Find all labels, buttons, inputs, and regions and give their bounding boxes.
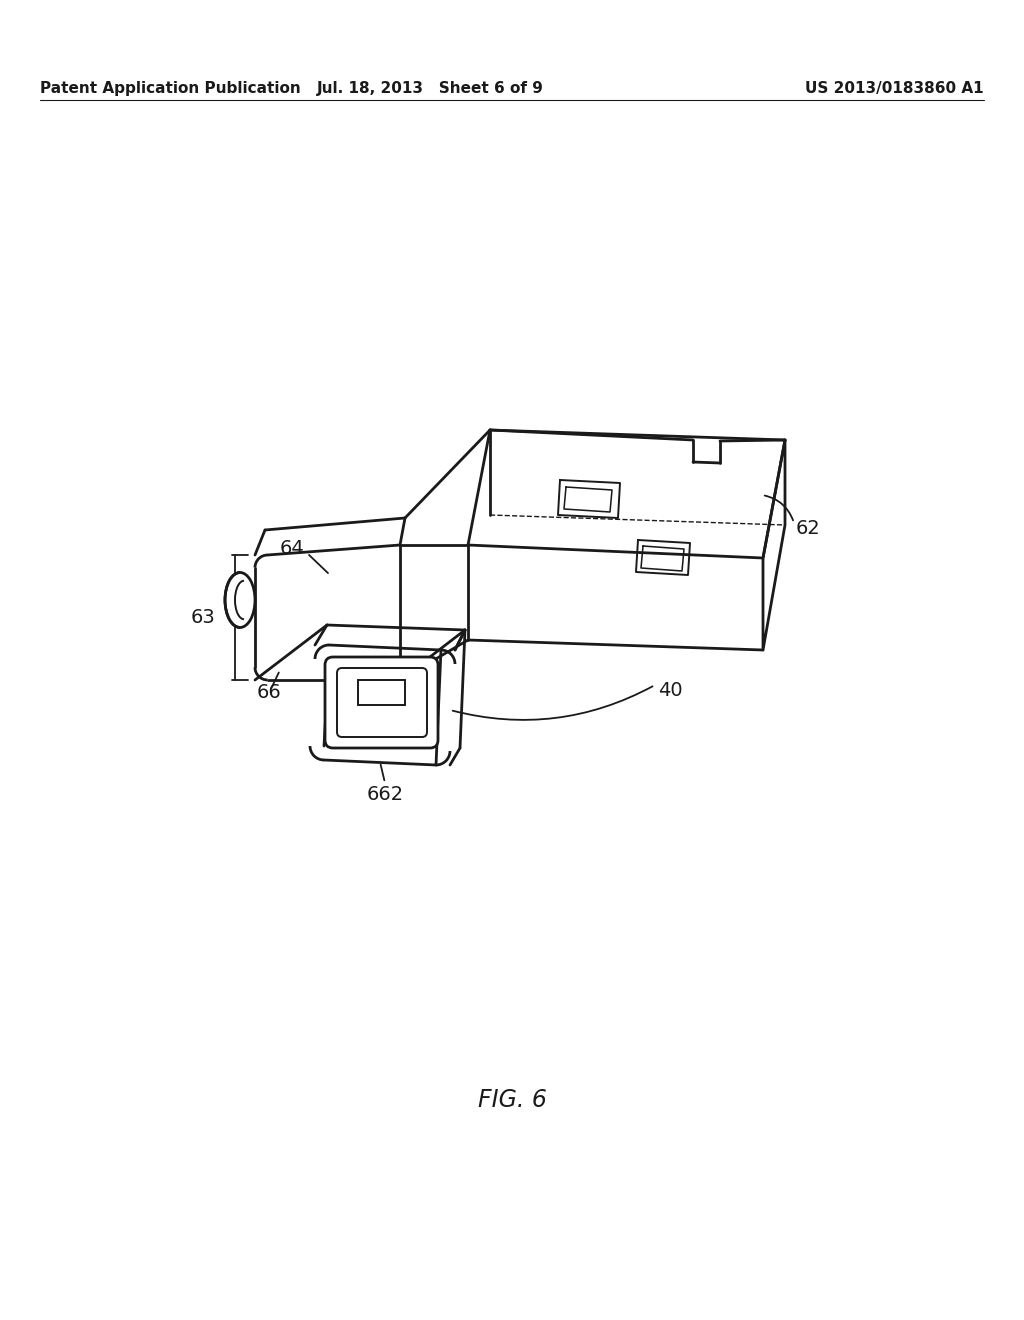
Text: FIG. 6: FIG. 6 xyxy=(477,1088,547,1111)
Text: 62: 62 xyxy=(796,519,821,537)
Text: Patent Application Publication: Patent Application Publication xyxy=(40,81,301,95)
Text: 64: 64 xyxy=(280,540,305,558)
Text: 63: 63 xyxy=(190,609,215,627)
Text: 40: 40 xyxy=(658,681,683,700)
Bar xyxy=(358,680,406,705)
Text: Jul. 18, 2013   Sheet 6 of 9: Jul. 18, 2013 Sheet 6 of 9 xyxy=(316,81,544,95)
FancyBboxPatch shape xyxy=(337,668,427,737)
Text: 66: 66 xyxy=(257,684,282,702)
Text: US 2013/0183860 A1: US 2013/0183860 A1 xyxy=(805,81,984,95)
Ellipse shape xyxy=(225,573,255,627)
Text: 662: 662 xyxy=(367,785,403,804)
FancyBboxPatch shape xyxy=(325,657,438,748)
